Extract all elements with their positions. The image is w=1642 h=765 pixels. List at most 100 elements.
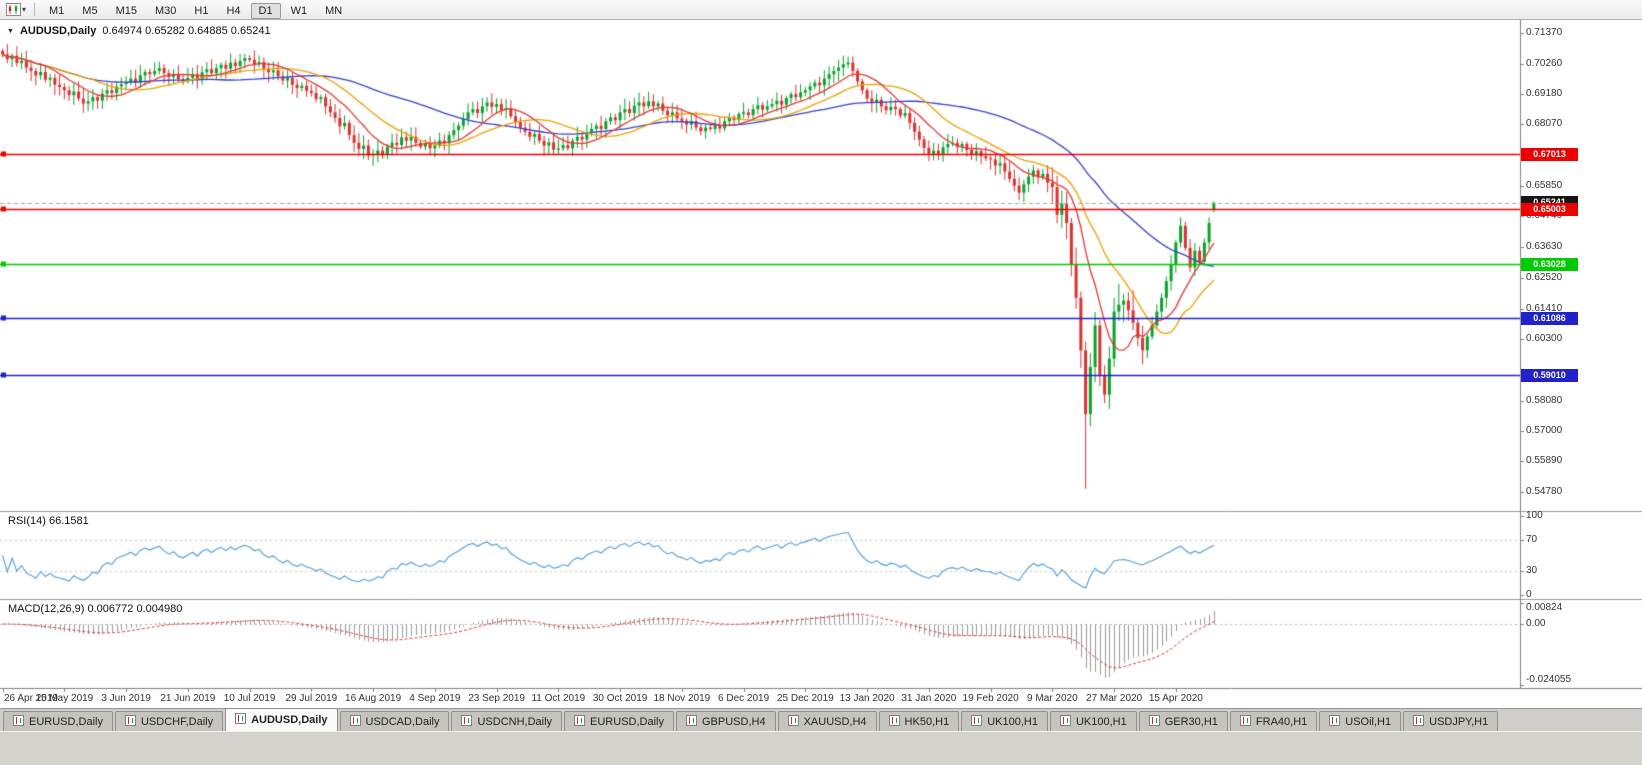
rsi-value: 66.1581 bbox=[48, 515, 89, 527]
tab-chart-icon bbox=[1329, 714, 1341, 729]
price-chart-canvas[interactable] bbox=[0, 20, 1642, 708]
date-label: 25 Dec 2019 bbox=[776, 693, 834, 704]
tab-label: GBPUSD,H4 bbox=[702, 715, 766, 728]
hline-price-tag: 0.67013 bbox=[1521, 147, 1578, 161]
status-strip bbox=[0, 731, 1642, 765]
chart-tab-usdcad-daily[interactable]: USDCAD,Daily bbox=[339, 711, 450, 731]
chart-ohlc-values: 0.64974 0.65282 0.64885 0.65241 bbox=[102, 25, 271, 37]
chart-tab-ger30-h1[interactable]: GER30,H1 bbox=[1138, 711, 1228, 731]
tab-chart-icon bbox=[124, 714, 136, 729]
tab-chart-icon bbox=[1239, 714, 1251, 729]
date-label: 18 Nov 2019 bbox=[653, 693, 711, 704]
chart-title: ▼ AUDUSD,Daily 0.64974 0.65282 0.64885 0… bbox=[7, 25, 271, 37]
chart-tab-fra40-h1[interactable]: FRA40,H1 bbox=[1229, 711, 1318, 731]
chart-tab-gbpusd-h4[interactable]: GBPUSD,H4 bbox=[676, 711, 776, 731]
rsi-scale-label: 100 bbox=[1526, 510, 1543, 521]
price-tick-label: 0.69180 bbox=[1526, 87, 1563, 99]
price-tick-label: 0.61410 bbox=[1526, 302, 1563, 314]
chart-tabs-bar: EURUSD,Daily USDCHF,Daily AUDUSD,Daily USDC… bbox=[0, 708, 1642, 731]
chart-title-dropdown-icon[interactable]: ▼ bbox=[7, 27, 14, 35]
hline-price-tag: 0.63028 bbox=[1521, 257, 1578, 271]
date-label: 29 Jul 2019 bbox=[285, 693, 338, 704]
price-tick-label: 0.58080 bbox=[1526, 394, 1563, 406]
timeframe-button-m15[interactable]: M15 bbox=[115, 4, 137, 17]
macd-scale-label: 0.00 bbox=[1526, 617, 1546, 629]
tab-label: GER30,H1 bbox=[1164, 715, 1218, 728]
chart-tab-usdcnh-daily[interactable]: USDCNH,Daily bbox=[451, 711, 563, 731]
toolbar-separator bbox=[34, 3, 36, 16]
macd-scale-label: -0.024055 bbox=[1526, 674, 1572, 685]
chart-tab-xauusd-h4[interactable]: XAUUSD,H4 bbox=[777, 711, 877, 731]
timeframe-button-m30[interactable]: M30 bbox=[154, 4, 177, 17]
tab-chart-icon bbox=[349, 714, 361, 729]
date-label: 6 Dec 2019 bbox=[718, 693, 770, 704]
chart-region: ▼ AUDUSD,Daily 0.64974 0.65282 0.64885 0… bbox=[0, 20, 1642, 708]
tab-label: HK50,H1 bbox=[904, 715, 950, 728]
timeframe-buttons: M1 M5 M15 M30 H1 H4 D1 W1 MN bbox=[40, 1, 351, 19]
date-label: 4 Sep 2019 bbox=[409, 693, 461, 704]
chart-tab-hk50-h1[interactable]: HK50,H1 bbox=[878, 711, 960, 731]
timeframe-button-h4[interactable]: H4 bbox=[226, 4, 241, 17]
price-tick-label: 0.60300 bbox=[1526, 333, 1563, 345]
price-tick-label: 0.70260 bbox=[1526, 57, 1563, 69]
date-label: 31 Jan 2020 bbox=[901, 693, 957, 704]
timeframe-button-h1[interactable]: H1 bbox=[194, 4, 209, 17]
timeframe-button-m1[interactable]: M1 bbox=[49, 4, 65, 17]
tab-chart-icon bbox=[787, 714, 799, 729]
date-label: 11 Oct 2019 bbox=[531, 693, 586, 704]
date-label: 23 Sep 2019 bbox=[468, 693, 525, 704]
tab-label: FRA40,H1 bbox=[1255, 715, 1308, 728]
chart-symbol-label: AUDUSD,Daily bbox=[19, 25, 97, 37]
tab-label: USDCNH,Daily bbox=[477, 715, 553, 728]
chart-type-caret-icon[interactable]: ▾ bbox=[22, 5, 27, 14]
macd-indicator-label: MACD(12,26,9) 0.006772 0.004980 bbox=[8, 603, 182, 615]
timeframe-button-m5[interactable]: M5 bbox=[82, 4, 98, 17]
date-label: 30 Oct 2019 bbox=[592, 693, 648, 704]
candlestick-chart-icon[interactable] bbox=[6, 3, 21, 16]
tab-chart-icon bbox=[461, 714, 473, 729]
chart-tab-usdchf-daily[interactable]: USDCHF,Daily bbox=[114, 711, 224, 731]
date-label: 15 Apr 2020 bbox=[1148, 693, 1203, 704]
price-tick-label: 0.57000 bbox=[1526, 424, 1563, 436]
tab-chart-icon bbox=[1148, 714, 1160, 729]
timeframe-button-mn[interactable]: MN bbox=[325, 4, 343, 17]
chart-tab-usdjpy-h1[interactable]: USDJPY,H1 bbox=[1403, 711, 1499, 731]
tab-label: EURUSD,Daily bbox=[590, 715, 664, 728]
timeframe-button-w1[interactable]: W1 bbox=[290, 4, 308, 17]
chart-tab-uk100-h1[interactable]: UK100,H1 bbox=[961, 711, 1048, 731]
rsi-scale-label: 0 bbox=[1526, 589, 1532, 600]
date-label: 9 Mar 2020 bbox=[1027, 693, 1078, 704]
tab-chart-icon bbox=[235, 713, 247, 727]
chart-tab-usoil-h1[interactable]: USOil,H1 bbox=[1319, 711, 1402, 731]
date-label: 10 Jul 2019 bbox=[223, 693, 276, 704]
rsi-indicator-label: RSI(14) 66.1581 bbox=[8, 515, 89, 527]
chart-tab-audusd-daily[interactable]: AUDUSD,Daily bbox=[225, 708, 338, 731]
date-label: 3 Jun 2019 bbox=[101, 693, 151, 704]
tab-label: USDCAD,Daily bbox=[365, 715, 440, 728]
tab-chart-icon bbox=[574, 714, 586, 729]
hline-price-tag: 0.61086 bbox=[1521, 311, 1578, 325]
rsi-scale-label: 70 bbox=[1526, 533, 1538, 545]
tab-label: AUDUSD,Daily bbox=[251, 714, 328, 726]
date-label: 26 Apr 2019 bbox=[4, 693, 58, 704]
chart-tab-eurusd-daily[interactable]: EURUSD,Daily bbox=[564, 711, 674, 731]
tab-label: UK100,H1 bbox=[987, 715, 1038, 728]
tab-label: USDJPY,H1 bbox=[1429, 715, 1489, 728]
tab-label: USOil,H1 bbox=[1345, 715, 1392, 728]
date-label: 13 Jan 2020 bbox=[839, 693, 895, 704]
macd-name: MACD(12,26,9) bbox=[8, 603, 85, 615]
chart-tab-uk100-h1[interactable]: UK100,H1 bbox=[1049, 711, 1137, 731]
tab-label: USDCHF,Daily bbox=[140, 715, 214, 728]
timeframe-button-d1[interactable]: D1 bbox=[250, 2, 281, 19]
tab-chart-icon bbox=[686, 714, 697, 729]
price-tick-label: 0.55890 bbox=[1526, 455, 1563, 467]
tab-chart-icon bbox=[971, 714, 983, 729]
tab-label: UK100,H1 bbox=[1075, 715, 1127, 728]
tab-chart-icon bbox=[13, 714, 24, 729]
tab-label: XAUUSD,H4 bbox=[803, 715, 867, 728]
macd-main-value: 0.006772 bbox=[87, 603, 134, 615]
chart-tab-eurusd-daily[interactable]: EURUSD,Daily bbox=[3, 711, 113, 731]
tab-chart-icon bbox=[1413, 714, 1425, 729]
price-tick-label: 0.71370 bbox=[1526, 27, 1563, 38]
